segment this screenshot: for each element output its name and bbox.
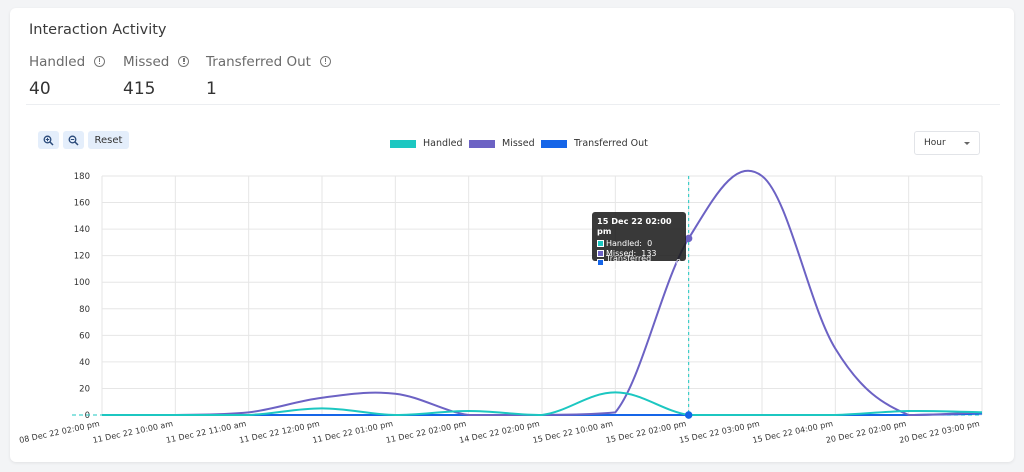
y-tick-label: 0 (85, 411, 90, 421)
data-point-marker (684, 234, 693, 243)
legend-swatch (541, 139, 567, 148)
tooltip-swatch (597, 249, 604, 257)
x-tick-label: 15 Dec 22 02:00 pm (605, 419, 687, 445)
info-icon[interactable] (178, 55, 190, 67)
stat-missed: Missed 415 (123, 54, 190, 99)
card-title: Interaction Activity (29, 22, 167, 38)
tooltip-row-value: 0 (647, 239, 653, 249)
y-tick-label: 120 (74, 252, 90, 262)
x-tick-label: 20 Dec 22 03:00 pm (898, 419, 980, 445)
tooltip-title: 15 Dec 22 02:00 pm (597, 216, 672, 236)
chart-tooltip: 15 Dec 22 02:00 pm Handled: 0 Missed: 13… (592, 212, 686, 272)
zoom-out-button[interactable] (63, 131, 84, 149)
x-tick-label: 20 Dec 22 02:00 pm (825, 419, 907, 445)
stat-transferred-value: 1 (206, 79, 217, 99)
stat-transferred-out: Transferred Out 1 (206, 54, 331, 99)
x-tick-label: 15 Dec 22 03:00 pm (678, 419, 760, 445)
y-tick-label: 180 (74, 172, 90, 182)
tooltip-row-label: Transferred Out: (606, 253, 652, 272)
legend-item-missed[interactable]: Missed (469, 138, 535, 149)
tooltip-row-label: Handled: (606, 239, 642, 249)
stat-handled-value: 40 (29, 79, 51, 99)
info-icon[interactable] (319, 55, 331, 67)
legend-label: Missed (502, 138, 535, 149)
x-tick-label: 11 Dec 22 01:00 pm (312, 419, 394, 445)
x-tick-label: 11 Dec 22 12:00 pm (238, 419, 320, 445)
tooltip-row: Transferred Out: 0 (597, 254, 682, 272)
y-tick-label: 40 (79, 358, 90, 368)
x-tick-label: 08 Dec 22 02:00 pm (18, 419, 100, 445)
stat-missed-value: 415 (123, 79, 156, 99)
legend-swatch (390, 139, 416, 148)
y-tick-label: 160 (74, 199, 90, 209)
legend-label: Transferred Out (574, 138, 648, 149)
data-point-marker (684, 411, 693, 419)
zoom-in-button[interactable] (38, 131, 59, 149)
stat-handled-label: Handled (29, 54, 86, 70)
divider (26, 104, 1000, 105)
y-tick-label: 100 (74, 278, 90, 288)
tooltip-row-label: Missed: (606, 248, 637, 258)
chevron-down-icon (964, 142, 970, 145)
y-tick-label: 80 (79, 305, 90, 315)
tooltip-row-value: 133 (641, 248, 657, 258)
reset-button[interactable]: Reset (88, 131, 129, 149)
legend-swatch (469, 139, 495, 148)
interval-select-value: Hour (924, 138, 946, 148)
y-tick-label: 20 (79, 384, 90, 394)
y-tick-label: 140 (74, 225, 90, 235)
tooltip-swatch (597, 240, 604, 248)
legend-item-transferred-out[interactable]: Transferred Out (541, 138, 648, 149)
legend-item-handled[interactable]: Handled (390, 138, 463, 149)
tooltip-row: Handled: 0 (597, 239, 681, 249)
series-line-handled (102, 391, 983, 417)
interval-select[interactable]: Hour (914, 131, 980, 155)
stat-handled: Handled 40 (29, 54, 106, 99)
interaction-activity-card: Interaction Activity Handled 40 Missed 4… (10, 8, 1014, 462)
x-tick-label: 14 Dec 22 02:00 pm (458, 419, 540, 445)
tooltip-row-value: 0 (675, 258, 682, 268)
legend-label: Handled (423, 138, 463, 149)
x-tick-label: 15 Dec 22 04:00 pm (752, 419, 834, 445)
series-line-missed (102, 169, 983, 417)
tooltip-row: Missed: 133 (597, 249, 681, 259)
info-icon[interactable] (94, 55, 106, 67)
y-tick-label: 60 (79, 331, 90, 341)
x-tick-label: 11 Dec 22 11:00 am (165, 419, 247, 445)
tooltip-swatch (597, 259, 604, 267)
x-tick-label: 15 Dec 22 10:00 am (532, 419, 614, 445)
stat-transferred-label: Transferred Out (206, 54, 311, 70)
zoom-out-icon (68, 135, 79, 146)
zoom-in-icon (43, 135, 54, 146)
stat-missed-label: Missed (123, 54, 170, 70)
x-tick-label: 11 Dec 22 02:00 pm (385, 419, 467, 445)
x-tick-label: 11 Dec 22 10:00 am (92, 419, 174, 445)
